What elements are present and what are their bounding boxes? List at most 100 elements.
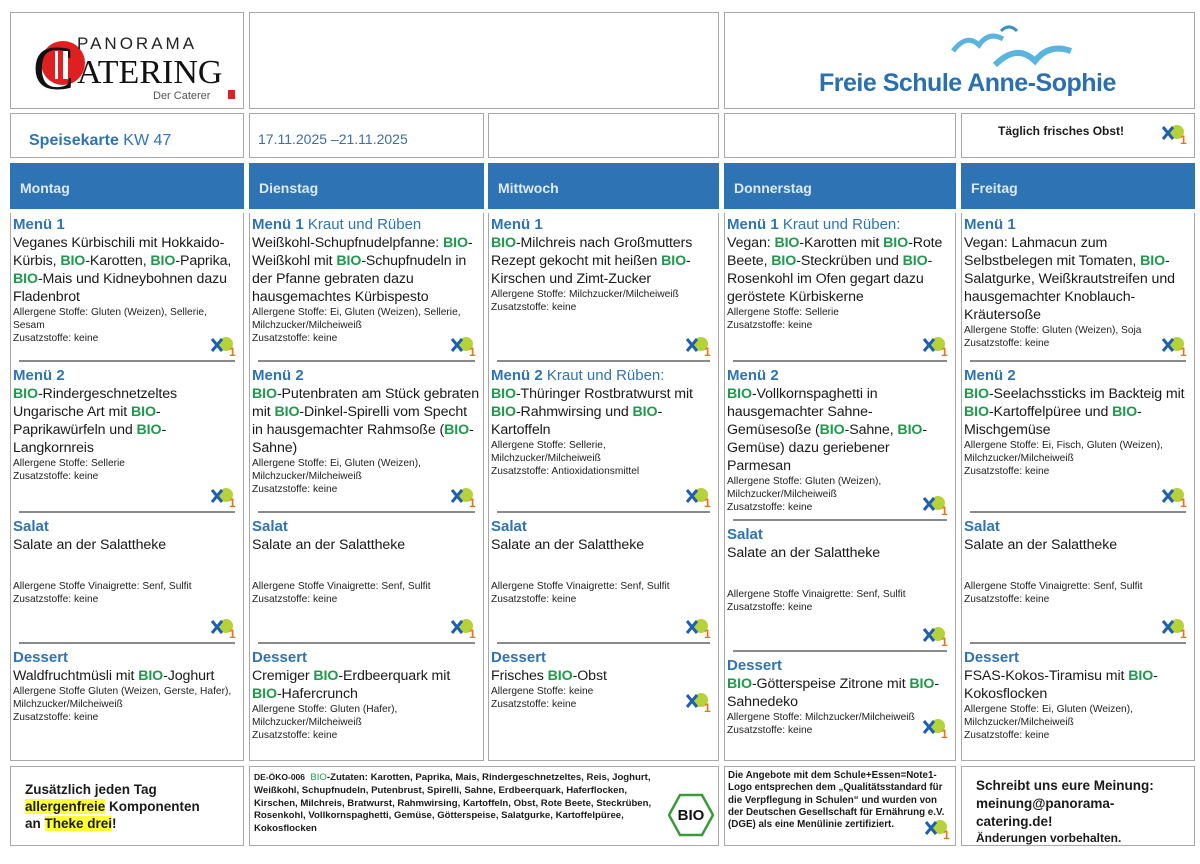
menu1-additives: Zusatzstoffe: keine bbox=[964, 338, 1050, 349]
salad-allergens: Allergene Stoffe Vinaigrette: Senf, Sulf… bbox=[727, 589, 906, 600]
salad-allergens: Allergene Stoffe Vinaigrette: Senf, Sulf… bbox=[13, 581, 192, 592]
daily-line-2: Komponenten bbox=[105, 799, 200, 814]
dge-logo-icon: 1 bbox=[207, 485, 237, 510]
school-name: Freie Schule Anne-Sophie bbox=[819, 69, 1116, 97]
svg-text:1: 1 bbox=[704, 496, 711, 509]
day-name: Dienstag bbox=[259, 180, 319, 196]
bio-seal-icon: BIO bbox=[668, 793, 714, 837]
day-column: Menü 1 Kraut und Rüben Weißkohl-Schupfnu… bbox=[249, 213, 484, 761]
menu1-subtitle: Kraut und Rüben bbox=[307, 216, 422, 233]
dge-logo-icon: 1 bbox=[919, 334, 949, 359]
menu2-subtitle: Kraut und Rüben: bbox=[546, 367, 665, 384]
menu1-description: BIO-Milchreis nach Großmutters Rezept ge… bbox=[491, 235, 693, 287]
dessert-description: Cremiger BIO-Erdbeerquark mit BIO-Haferc… bbox=[252, 668, 451, 702]
svg-text:1: 1 bbox=[1180, 345, 1187, 358]
salad-section: Salat Salate an der Salattheke Allergene… bbox=[725, 523, 955, 654]
dessert-additives: Zusatzstoffe: keine bbox=[13, 712, 99, 723]
salad-description: Salate an der Salattheke bbox=[727, 545, 880, 561]
section-divider bbox=[258, 511, 475, 513]
svg-text:C: C bbox=[33, 35, 74, 103]
bio-ingredients-box: DE-ÖKO-006 BIO-Zutaten: Karotten, Paprik… bbox=[249, 766, 719, 846]
bio-label: BIO bbox=[632, 404, 658, 420]
allergen-free-highlight: allergenfreie bbox=[25, 799, 106, 814]
menu1-section: Menü 1 Veganes Kürbischili mit Hokkaido-… bbox=[11, 213, 243, 364]
section-divider bbox=[970, 360, 1186, 362]
svg-text:1: 1 bbox=[469, 345, 476, 358]
salad-title: Salat bbox=[491, 518, 527, 535]
menu1-additives: Zusatzstoffe: keine bbox=[727, 320, 813, 331]
menu2-description: BIO-Rindergeschnetzeltes Ungarische Art … bbox=[13, 386, 177, 456]
svg-text:1: 1 bbox=[1180, 133, 1187, 146]
salad-additives: Zusatzstoffe: keine bbox=[252, 594, 338, 605]
menu2-description: BIO-Putenbraten am Stück gebraten mit BI… bbox=[252, 386, 479, 456]
fruit-note: Täglich frisches Obst! bbox=[998, 124, 1125, 138]
dessert-section: Dessert Frisches BIO-Obst Allergene Stof… bbox=[489, 646, 718, 720]
dessert-additives: Zusatzstoffe: keine bbox=[491, 699, 577, 710]
svg-text:1: 1 bbox=[229, 627, 236, 640]
bio-label: BIO bbox=[547, 668, 573, 684]
day-column: Menü 1 Kraut und Rüben: Vegan: BIO-Karot… bbox=[724, 213, 956, 761]
day-column: Menü 1 BIO-Milchreis nach Großmutters Re… bbox=[488, 213, 719, 761]
salad-additives: Zusatzstoffe: keine bbox=[13, 594, 99, 605]
section-divider bbox=[497, 642, 710, 644]
menu2-title: Menü 2 bbox=[964, 367, 1016, 384]
section-divider bbox=[258, 642, 475, 644]
dessert-description: BIO-Götterspeise Zitrone mit BIO-Sahnede… bbox=[727, 676, 939, 710]
salad-title: Salat bbox=[13, 518, 49, 535]
dge-logo-icon: 1 bbox=[207, 616, 237, 641]
bio-label: BIO bbox=[336, 253, 362, 269]
bio-label: BIO bbox=[909, 676, 935, 692]
svg-text:PANORAMA: PANORAMA bbox=[77, 34, 197, 53]
svg-text:1: 1 bbox=[704, 627, 711, 640]
dge-logo-icon: 1 bbox=[1158, 122, 1188, 147]
bio-label: BIO bbox=[897, 422, 923, 438]
menu1-subtitle: Kraut und Rüben: bbox=[782, 216, 901, 233]
svg-text:1: 1 bbox=[704, 345, 711, 358]
section-divider bbox=[19, 642, 235, 644]
section-divider bbox=[733, 519, 947, 521]
section-divider bbox=[19, 511, 235, 513]
day-column: Menü 1 Veganes Kürbischili mit Hokkaido-… bbox=[10, 213, 244, 761]
svg-text:1: 1 bbox=[229, 496, 236, 509]
bio-label: BIO bbox=[1128, 668, 1154, 684]
dessert-description: Frisches BIO-Obst bbox=[491, 668, 607, 684]
disclaimer: Änderungen vorbehalten. bbox=[976, 831, 1122, 845]
bio-label: BIO bbox=[661, 253, 687, 269]
bio-label: BIO bbox=[252, 686, 277, 702]
menu2-allergens: Allergene Stoffe: Ei, Fisch, Gluten (Wei… bbox=[964, 440, 1163, 464]
bio-label: BIO bbox=[138, 668, 164, 684]
menu1-description: Vegan: Lahmacun zum Selbstbelegen mit To… bbox=[964, 235, 1175, 323]
svg-text:BIO: BIO bbox=[678, 807, 705, 824]
salad-section: Salat Salate an der Salattheke Allergene… bbox=[962, 515, 1194, 646]
dessert-allergens: Allergene Stoffe: Gluten (Hafer), Milchz… bbox=[252, 704, 398, 728]
svg-text:1: 1 bbox=[1180, 496, 1187, 509]
menu-title: Speisekarte bbox=[29, 132, 119, 149]
dge-logo-icon: 1 bbox=[921, 817, 951, 842]
salad-allergens: Allergene Stoffe Vinaigrette: Senf, Sulf… bbox=[964, 581, 1143, 592]
menu2-additives: Zusatzstoffe: keine bbox=[252, 484, 338, 495]
day-name: Donnerstag bbox=[734, 180, 812, 196]
dessert-description: Waldfruchtmüsli mit BIO-Joghurt bbox=[13, 668, 215, 684]
dge-logo-icon: 1 bbox=[919, 716, 949, 741]
bio-label: BIO bbox=[819, 422, 845, 438]
empty-box-3 bbox=[724, 113, 956, 158]
salad-title: Salat bbox=[727, 526, 763, 543]
menu2-title: Menü 2 bbox=[13, 367, 65, 384]
menu1-section: Menü 1 Kraut und Rüben: Vegan: BIO-Karot… bbox=[725, 213, 955, 364]
daily-line-1: Zusätzlich jeden Tag bbox=[25, 782, 157, 797]
menu1-title: Menü 1 bbox=[13, 216, 65, 233]
dessert-section: Dessert FSAS-Kokos-Tiramisu mit BIO-Koko… bbox=[962, 646, 1194, 751]
section-divider bbox=[497, 360, 710, 362]
salad-title: Salat bbox=[964, 518, 1000, 535]
bio-label: BIO bbox=[491, 386, 516, 402]
day-column: Menü 1 Vegan: Lahmacun zum Selbstbelegen… bbox=[961, 213, 1195, 761]
menu2-title: Menü 2 bbox=[252, 367, 304, 384]
menu2-section: Menü 2 BIO-Vollkornspaghetti in hausgema… bbox=[725, 364, 955, 523]
day-header-mittwoch: Mittwoch bbox=[488, 163, 719, 209]
menu2-additives: Zusatzstoffe: keine bbox=[727, 502, 813, 513]
counter-highlight: Theke drei bbox=[44, 816, 113, 831]
dge-logo-icon: 1 bbox=[682, 616, 712, 641]
section-divider bbox=[970, 642, 1186, 644]
date-range: 17.11.2025 –21.11.2025 bbox=[258, 131, 408, 147]
salad-description: Salate an der Salattheke bbox=[252, 537, 405, 553]
